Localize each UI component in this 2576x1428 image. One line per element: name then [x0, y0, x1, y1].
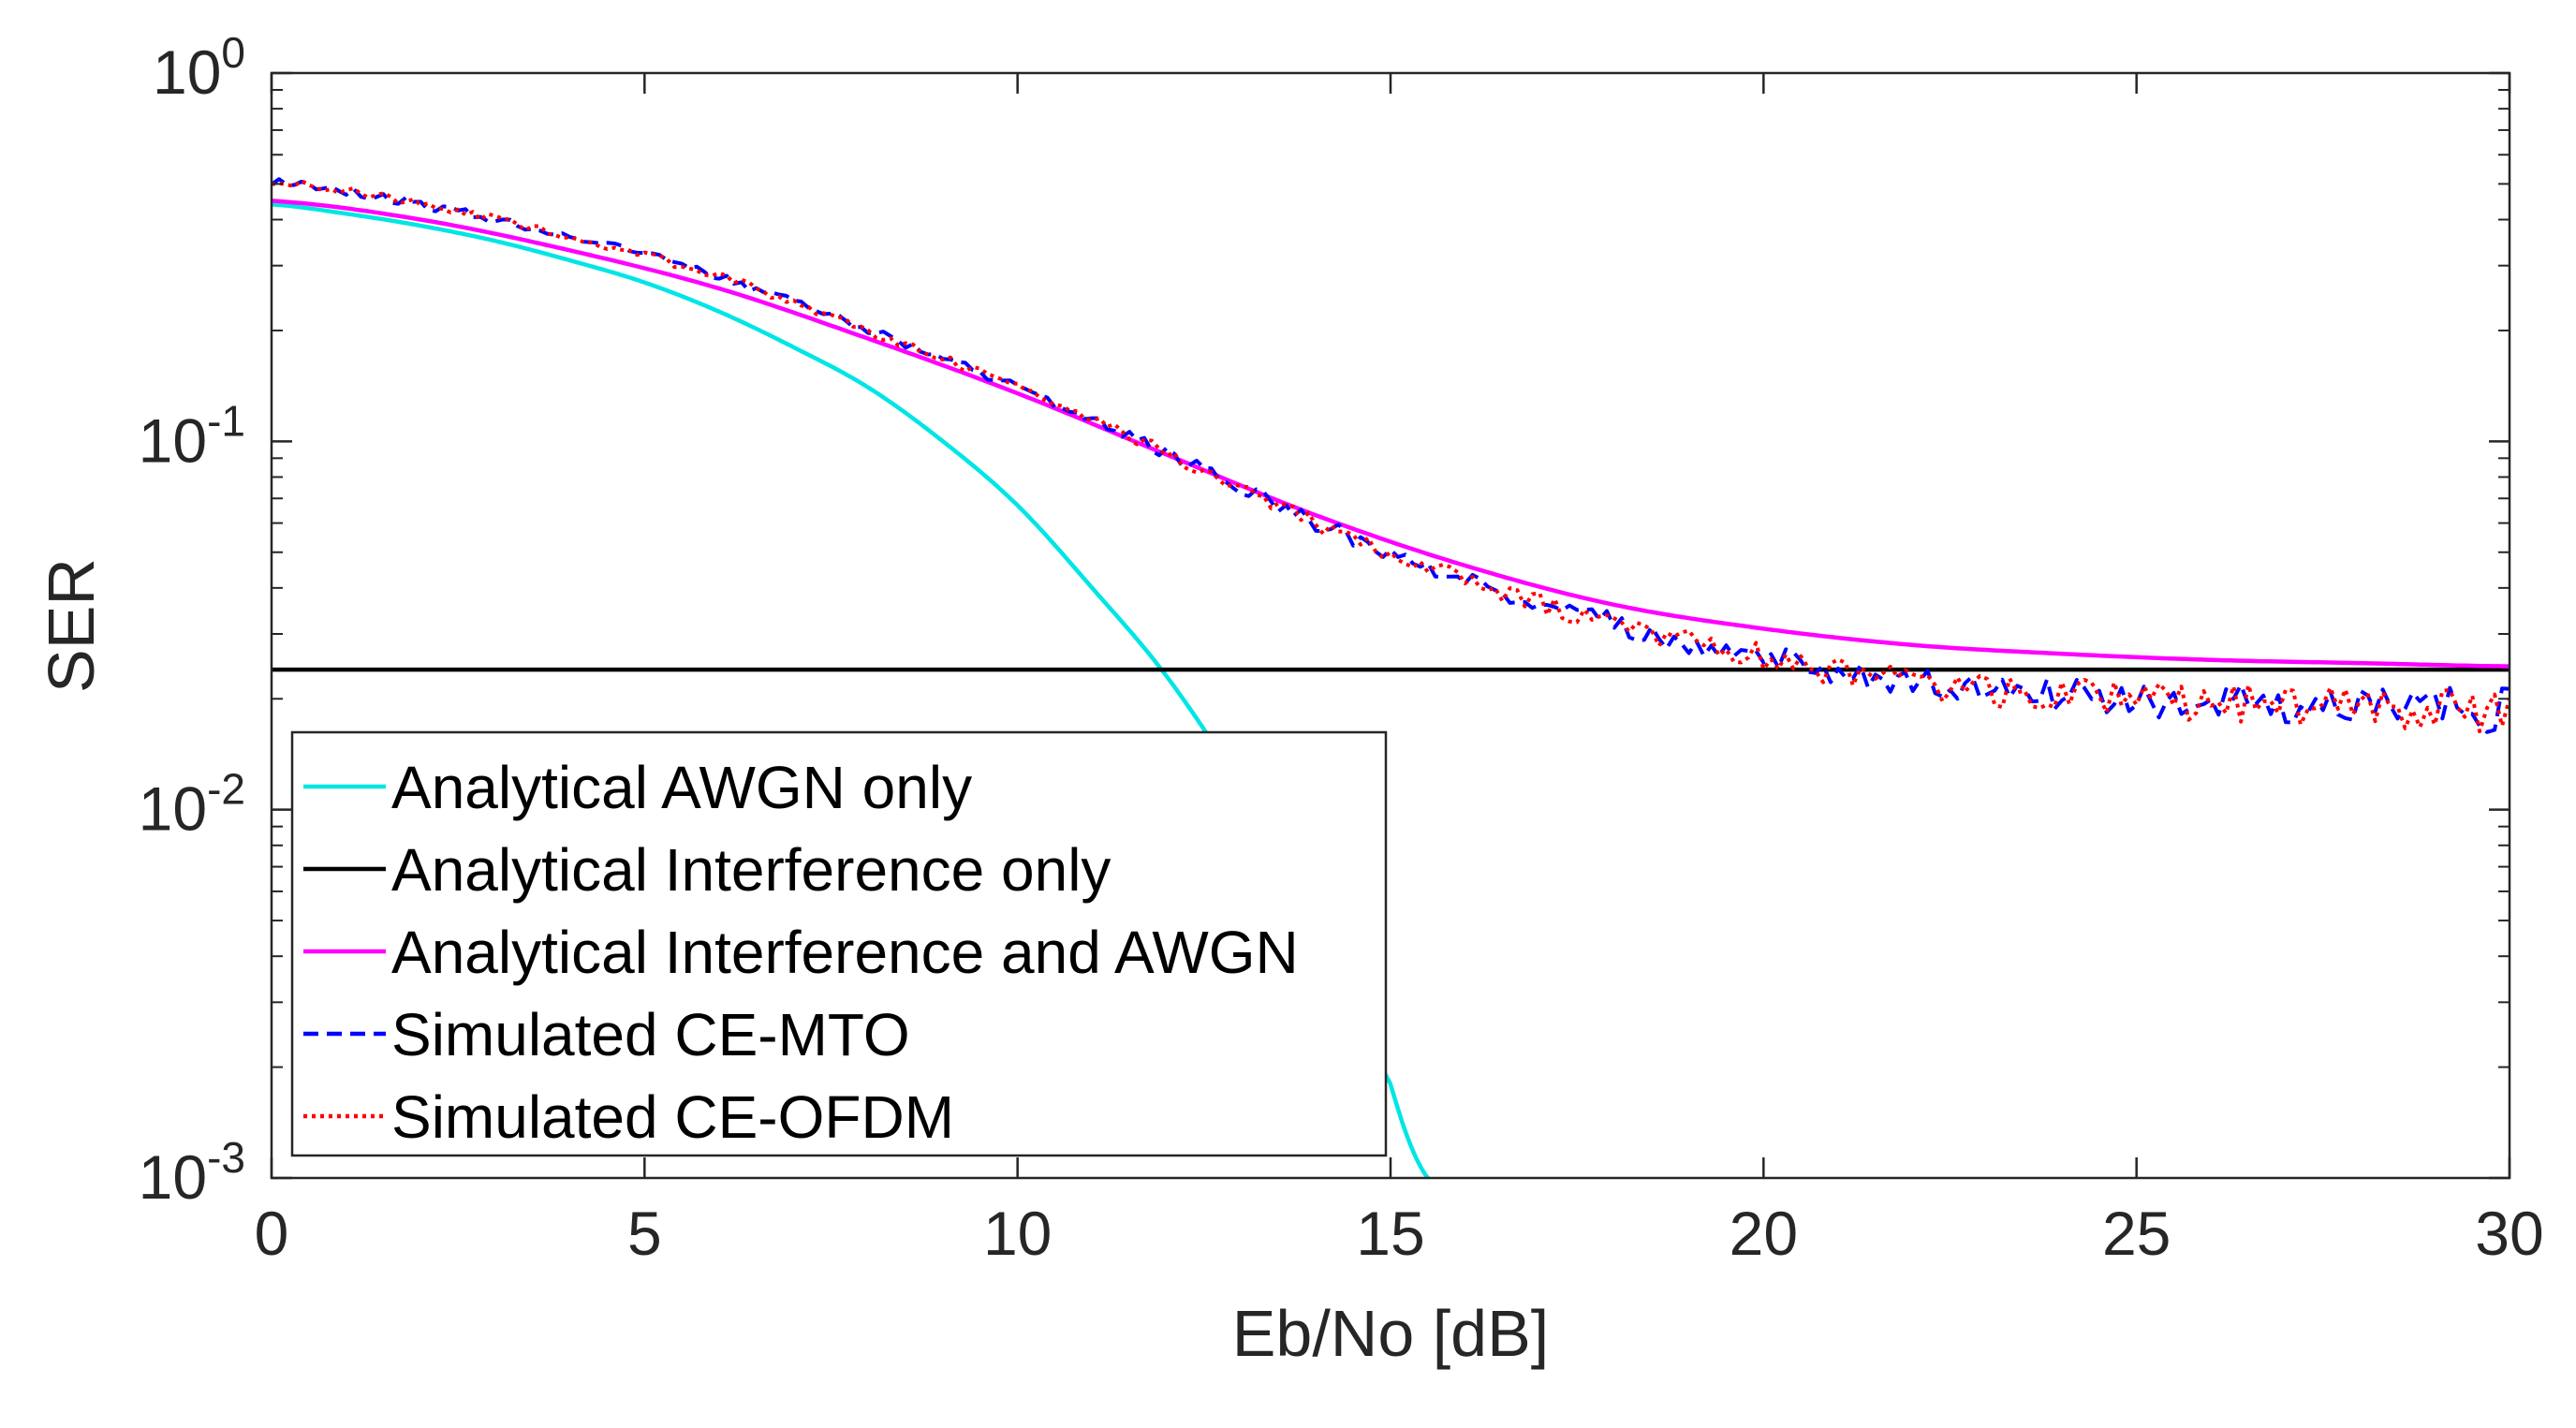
- legend-label: Analytical AWGN only: [391, 754, 972, 821]
- ticks-layer: [270, 71, 2511, 1180]
- y-tick-label-exponent: -2: [207, 765, 245, 814]
- x-tick-label: 15: [1356, 1199, 1424, 1268]
- x-tick-label: 30: [2475, 1199, 2543, 1268]
- legend-label: Analytical Interference only: [391, 836, 1111, 904]
- x-tick-label: 25: [2102, 1199, 2171, 1268]
- series-line-simulated-ce-ofdm: [272, 178, 2510, 734]
- y-tick-label: 10-3: [139, 1133, 245, 1212]
- legend-label: Analytical Interference and AWGN: [391, 919, 1299, 986]
- y-tick-label: 100: [153, 28, 245, 107]
- x-tick-label: 0: [255, 1199, 289, 1268]
- y-tick-label-base: 10: [139, 1142, 207, 1212]
- x-tick-label: 20: [1730, 1199, 1798, 1268]
- y-tick-label-exponent: -3: [207, 1133, 245, 1182]
- series-line-analytical-interference-and-awgn: [272, 199, 2510, 669]
- x-tick-label: 5: [627, 1199, 662, 1268]
- y-tick-label-base: 10: [153, 37, 221, 107]
- y-tick-label-exponent: 0: [221, 28, 245, 77]
- x-tick-label: 10: [983, 1199, 1052, 1268]
- legend-label: Simulated CE-MTO: [391, 1001, 910, 1068]
- y-tick-label-base: 10: [139, 774, 207, 844]
- y-tick-label: 10-2: [139, 765, 245, 844]
- legend: Analytical AWGN only Analytical Interfere…: [290, 730, 1388, 1157]
- legend-box: [290, 730, 1388, 1157]
- x-axis-title: Eb/No [dB]: [1232, 1297, 1550, 1370]
- legend-label: Simulated CE-OFDM: [391, 1083, 954, 1151]
- y-axis-title: SER: [35, 558, 108, 693]
- y-tick-label-base: 10: [139, 405, 207, 475]
- y-tick-label-exponent: -1: [207, 396, 245, 445]
- y-tick-label: 10-1: [139, 396, 245, 475]
